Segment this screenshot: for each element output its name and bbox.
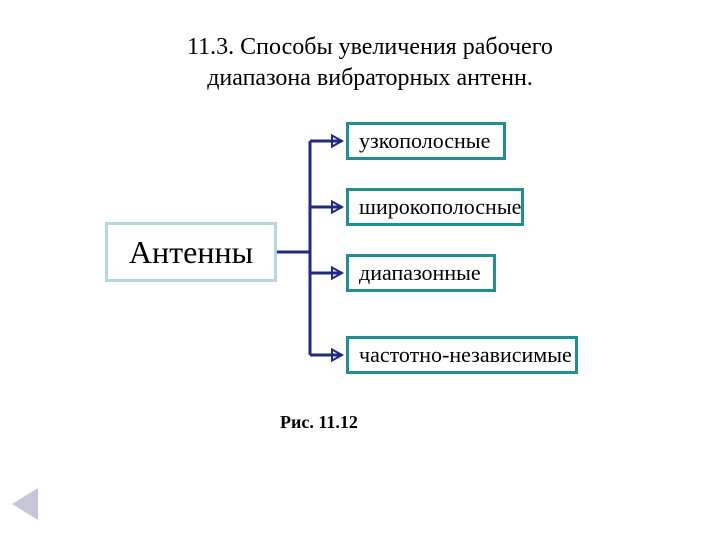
child-node: узкополосные [346, 122, 506, 160]
child-node: диапазонные [346, 254, 496, 292]
child-node-label: диапазонные [359, 260, 481, 286]
diagram-title: 11.3. Способы увеличения рабочего диапаз… [150, 32, 590, 94]
nav-back-button[interactable] [12, 488, 38, 520]
child-node-label: широкополосные [359, 194, 521, 220]
figure-caption: Рис. 11.12 [280, 412, 358, 433]
root-node-label: Антенны [129, 234, 253, 271]
child-node-label: частотно-независимые [359, 342, 572, 368]
child-node: широкополосные [346, 188, 524, 226]
root-node: Антенны [105, 222, 277, 282]
child-node-label: узкополосные [359, 128, 490, 154]
child-node: частотно-независимые [346, 336, 578, 374]
